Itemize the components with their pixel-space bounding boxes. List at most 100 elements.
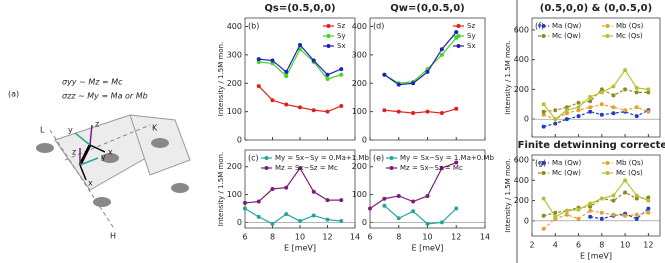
data-point xyxy=(396,109,401,114)
data-point xyxy=(646,198,651,203)
x-axis-label: E [meV] xyxy=(284,244,316,253)
data-point xyxy=(439,47,444,52)
data-point xyxy=(382,196,387,201)
legend-label: My = Sx−Sy = 0.Ma+1.Mb xyxy=(275,154,369,162)
panel: (c) 0 100 200 6 8 10 12 14 Intensity / 1.5M mon. E… xyxy=(217,149,369,253)
y-tick-label: 0 xyxy=(237,136,242,145)
legend-label: Mc (Qw) xyxy=(552,169,581,177)
legend-marker xyxy=(389,156,394,160)
data-point xyxy=(396,82,401,87)
data-point xyxy=(541,226,546,231)
data-point xyxy=(284,102,289,107)
data-point xyxy=(256,57,261,62)
data-point xyxy=(611,84,616,89)
y-tick-label: 0 xyxy=(524,216,529,225)
data-point xyxy=(576,216,581,221)
data-point xyxy=(382,108,387,113)
legend-label: Ma (Qw) xyxy=(552,159,582,167)
x-tick-label: 12 xyxy=(643,241,653,250)
atom xyxy=(93,197,111,207)
data-point xyxy=(599,196,604,201)
data-point xyxy=(396,216,401,221)
data-point xyxy=(368,206,372,211)
data-point xyxy=(411,209,416,214)
data-point xyxy=(588,204,593,209)
data-point xyxy=(599,216,604,221)
data-point xyxy=(270,221,275,226)
plot-frame xyxy=(531,17,661,138)
data-point xyxy=(339,219,344,224)
arrow xyxy=(89,144,106,153)
series-line xyxy=(590,208,649,220)
legend-marker xyxy=(326,24,331,28)
legend-label: Mz = Sx−Sz = Mc xyxy=(275,164,338,172)
y-tick-label: 100 xyxy=(352,190,367,199)
panel: Finite detwinning corrected(g)0200400600… xyxy=(504,140,665,261)
plot-frame xyxy=(531,154,661,237)
y-tick-label: 400 xyxy=(227,22,242,31)
y-axis-label: Intensity / 1.5M mon. xyxy=(504,158,512,232)
atom xyxy=(151,138,169,148)
data-point xyxy=(646,210,651,215)
data-point xyxy=(454,206,459,211)
data-point xyxy=(325,109,330,114)
y-tick-label: 400 xyxy=(352,22,367,31)
data-point xyxy=(270,61,275,66)
axis-letter: K xyxy=(152,124,158,133)
axis-line xyxy=(49,129,116,231)
data-point xyxy=(611,111,616,116)
data-point xyxy=(634,85,639,90)
x-tick-label: 10 xyxy=(620,241,630,250)
y-tick-label: 300 xyxy=(352,50,367,59)
legend-label: Mb (Qs) xyxy=(616,159,644,167)
data-point xyxy=(243,206,247,211)
data-point xyxy=(634,196,639,201)
data-point xyxy=(311,189,316,194)
data-point xyxy=(541,112,546,117)
data-point xyxy=(425,193,430,198)
panel: Qs=(0.5,0,0) (b) 0 100 200 300 400 Intensity / … xyxy=(217,3,356,145)
legend-marker xyxy=(326,44,331,48)
plot-frame xyxy=(369,17,486,141)
x-tick-label: 14 xyxy=(480,233,490,242)
axis-letter: H xyxy=(110,232,116,241)
y-tick-label: 200 xyxy=(352,162,367,171)
legend-label: Mc (Qs) xyxy=(616,169,643,177)
data-point xyxy=(576,207,581,212)
series-line xyxy=(543,103,649,120)
data-point xyxy=(411,81,416,86)
data-point xyxy=(339,103,344,108)
data-point xyxy=(541,196,546,201)
legend-marker xyxy=(456,44,461,48)
data-point xyxy=(588,99,593,104)
legend-marker xyxy=(541,171,546,175)
axis-letter: x xyxy=(88,179,93,188)
data-point xyxy=(623,108,628,113)
x-tick-label: 6 xyxy=(242,233,247,242)
panel-title: Finite detwinning corrected xyxy=(518,140,665,151)
y-axis-label: Intensity / 1.5M mon. xyxy=(217,42,225,116)
legend-marker xyxy=(605,34,610,38)
data-point xyxy=(339,72,344,77)
series-line xyxy=(543,179,649,218)
series-line xyxy=(543,88,649,113)
data-point xyxy=(576,108,581,113)
data-point xyxy=(339,67,344,72)
axis-letter: L xyxy=(40,126,45,135)
data-point xyxy=(623,213,628,218)
data-point xyxy=(256,214,261,219)
data-point xyxy=(553,214,558,219)
x-tick-label: 12 xyxy=(322,233,332,242)
data-point xyxy=(325,198,330,203)
y-tick-label: 200 xyxy=(227,162,242,171)
series-line xyxy=(383,205,457,225)
data-point xyxy=(411,199,416,204)
data-point xyxy=(646,90,651,95)
atom xyxy=(36,143,54,153)
data-point xyxy=(454,106,459,111)
equation: σyy ~ Mz = Mc xyxy=(62,78,123,87)
data-point xyxy=(454,30,459,35)
legend-label: Sy xyxy=(467,32,476,40)
data-point xyxy=(564,108,569,113)
panel-title: (0.5,0,0) & (0,0.5,0) xyxy=(540,3,652,14)
